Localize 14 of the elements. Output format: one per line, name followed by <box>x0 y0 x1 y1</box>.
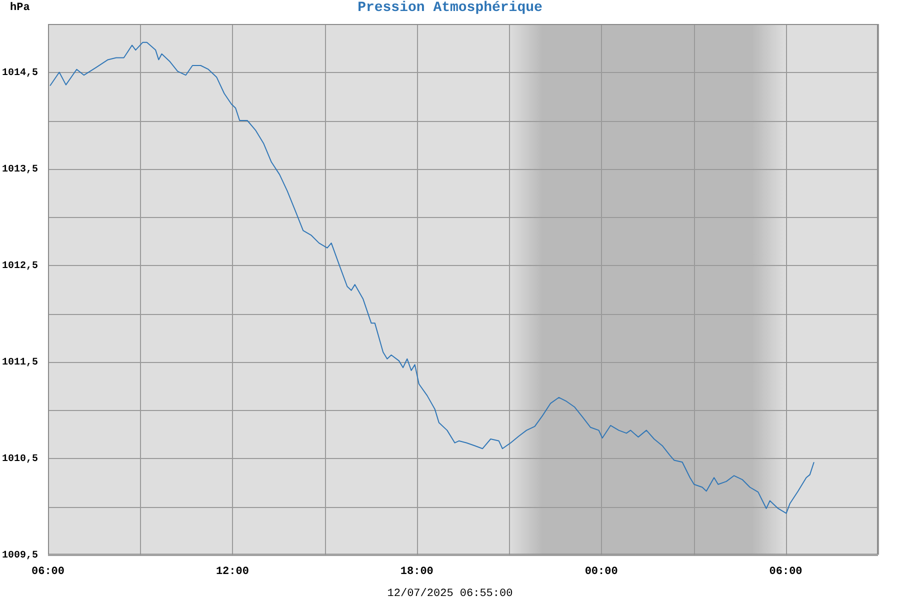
x-tick-label: 18:00 <box>400 566 434 578</box>
y-tick-label: 1013,5 <box>2 164 38 176</box>
chart-title: Pression Atmosphérique <box>358 0 542 16</box>
x-tick-label: 00:00 <box>584 566 618 578</box>
y-tick-label: 1011,5 <box>2 357 38 368</box>
x-tick-label: 06:00 <box>31 566 65 578</box>
y-tick-label: 1010,5 <box>2 454 38 465</box>
x-tick-label: 12:00 <box>216 566 249 578</box>
y-tick-label: 1014,5 <box>2 68 38 79</box>
text: 12/07/2025 06:55:00 <box>386 588 514 600</box>
y-tick-label: 1012,5 <box>2 260 38 272</box>
y-tick-label: 1009,5 <box>2 550 38 562</box>
y-axis-title: hPa <box>10 2 30 14</box>
x-tick-label: 06:00 <box>769 566 802 578</box>
